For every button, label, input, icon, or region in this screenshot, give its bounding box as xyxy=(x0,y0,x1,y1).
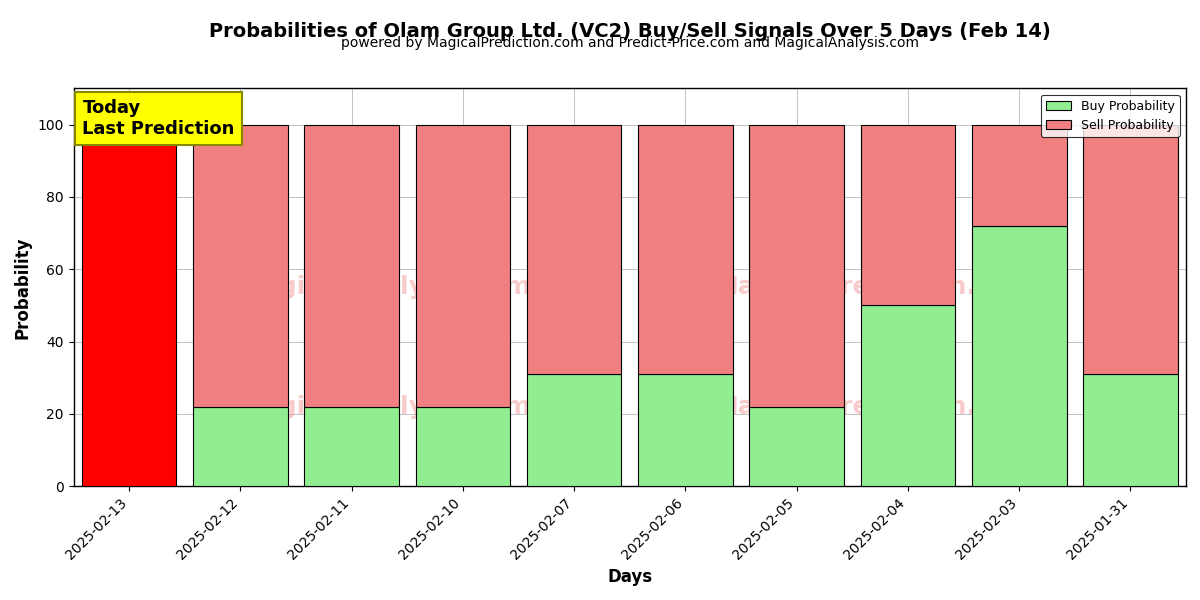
Bar xyxy=(305,125,398,407)
Bar xyxy=(1084,125,1177,374)
Text: MagicalAnalysis.com: MagicalAnalysis.com xyxy=(238,395,532,419)
Bar xyxy=(193,125,288,407)
Text: MagicalAnalysis.com: MagicalAnalysis.com xyxy=(238,275,532,299)
X-axis label: Days: Days xyxy=(607,568,653,586)
Bar xyxy=(972,226,1067,487)
Bar xyxy=(860,125,955,305)
Title: powered by MagicalPrediction.com and Predict-Price.com and MagicalAnalysis.com: powered by MagicalPrediction.com and Pre… xyxy=(341,35,919,50)
Bar xyxy=(527,125,622,374)
Bar xyxy=(305,407,398,487)
Bar xyxy=(415,407,510,487)
Legend: Buy Probability, Sell Probability: Buy Probability, Sell Probability xyxy=(1040,95,1180,137)
Bar xyxy=(750,125,844,407)
Bar xyxy=(527,374,622,487)
Text: Today
Last Prediction: Today Last Prediction xyxy=(83,99,235,138)
Text: MagicalPrediction.com: MagicalPrediction.com xyxy=(714,395,1036,419)
Bar xyxy=(415,125,510,407)
Bar xyxy=(750,407,844,487)
Bar xyxy=(638,374,733,487)
Bar xyxy=(82,125,176,487)
Bar xyxy=(638,125,733,374)
Bar xyxy=(972,125,1067,226)
Text: MagicalPrediction.com: MagicalPrediction.com xyxy=(714,275,1036,299)
Text: Probabilities of Olam Group Ltd. (VC2) Buy/Sell Signals Over 5 Days (Feb 14): Probabilities of Olam Group Ltd. (VC2) B… xyxy=(209,22,1051,41)
Bar xyxy=(860,305,955,487)
Bar xyxy=(1084,374,1177,487)
Bar xyxy=(193,407,288,487)
Y-axis label: Probability: Probability xyxy=(14,236,32,338)
